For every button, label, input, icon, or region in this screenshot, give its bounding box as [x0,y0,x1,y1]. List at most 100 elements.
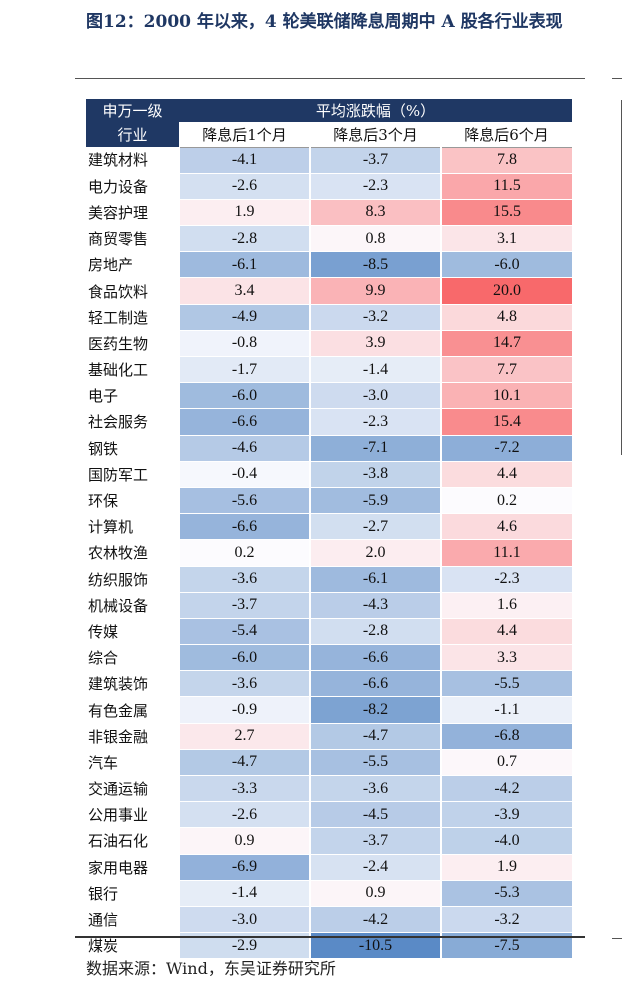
value-cell: 3.9 [309,330,441,358]
table-row: 商贸零售 -2.8 0.8 3.1 [86,225,573,253]
value-cell: -6.0 [178,382,310,410]
industry-name: 轻工制造 [86,304,180,331]
table-row: 建筑装饰 -3.6 -6.6 -5.5 [86,670,573,698]
industry-performance-table: 申万一级 行业 平均涨跌幅（%） 降息后1个月 降息后3个月 降息后6个月 建筑材料 -4.1… [86,99,573,960]
value-cell: 4.8 [439,304,573,331]
value-cell: -4.9 [178,304,310,331]
value-cell: -2.4 [309,854,441,881]
industry-name: 美容护理 [86,199,180,227]
table-row: 社会服务 -6.6 -2.3 15.4 [86,408,573,436]
table-row: 汽车 -4.7 -5.5 0.7 [86,749,573,777]
industry-name: 国防军工 [86,461,180,488]
value-cell: -6.1 [178,251,310,279]
title-rule [75,78,585,79]
table-row: 通信 -3.0 -4.2 -3.2 [86,906,573,934]
industry-name: 机械设备 [86,592,180,619]
value-cell: -6.0 [439,251,573,279]
table-row: 房地产 -6.1 -8.5 -6.0 [86,251,573,279]
value-cell: 3.1 [439,225,573,253]
value-cell: -3.7 [309,147,441,174]
value-cell: -0.4 [178,461,310,488]
industry-name: 房地产 [86,251,180,279]
value-cell: -2.3 [439,566,573,593]
value-cell: -3.7 [178,592,310,619]
value-cell: 3.3 [439,644,573,672]
value-cell: 15.5 [439,199,573,227]
value-cell: -4.6 [178,435,310,462]
table-row: 交通运输 -3.3 -3.6 -4.2 [86,775,573,803]
value-cell: -2.6 [178,801,310,829]
value-cell: 0.9 [309,880,441,907]
value-cell: -2.3 [309,173,441,200]
value-cell: 1.9 [178,199,310,227]
industry-name: 建筑装饰 [86,670,180,698]
industry-name: 非银金融 [86,723,180,750]
value-cell: -1.1 [439,696,573,724]
table-row: 机械设备 -3.7 -4.3 1.6 [86,592,573,619]
value-cell: -3.0 [309,382,441,410]
value-cell: -6.0 [178,644,310,672]
value-cell: -6.6 [178,408,310,436]
value-cell: -6.1 [309,566,441,593]
industry-name: 社会服务 [86,408,180,436]
source-note: 数据来源：Wind，东吴证券研究所 [86,959,336,978]
value-cell: -4.7 [309,723,441,750]
figure-title: 图12：2000 年以来，4 轮美联储降息周期中 A 股各行业表现 [86,12,563,32]
value-cell: 11.1 [439,539,573,567]
industry-name: 家用电器 [86,854,180,881]
industry-name: 传媒 [86,618,180,646]
value-cell: -7.1 [309,435,441,462]
industry-name: 综合 [86,644,180,672]
table-bottom-rule [75,936,585,938]
value-cell: -7.2 [439,435,573,462]
value-cell: -3.8 [309,461,441,488]
value-cell: -4.0 [439,827,573,855]
table-row: 公用事业 -2.6 -4.5 -3.9 [86,801,573,829]
industry-name: 环保 [86,487,180,515]
value-cell: 7.7 [439,356,573,384]
industry-name: 电子 [86,382,180,410]
value-cell: -1.4 [309,356,441,384]
value-cell: -5.6 [178,487,310,515]
value-cell: -6.8 [439,723,573,750]
value-cell: -2.8 [309,618,441,646]
value-cell: -0.8 [178,330,310,358]
value-cell: -4.3 [309,592,441,619]
table-row: 银行 -1.4 0.9 -5.3 [86,880,573,907]
value-cell: -3.6 [178,566,310,593]
industry-name: 计算机 [86,513,180,541]
value-cell: -5.9 [309,487,441,515]
value-cell: 4.4 [439,461,573,488]
corner-header: 申万一级 行业 [86,99,179,147]
value-cell: -6.9 [178,854,310,881]
value-cell: 0.8 [309,225,441,253]
industry-name: 纺织服饰 [86,566,180,593]
table-row: 基础化工 -1.7 -1.4 7.7 [86,356,573,384]
value-cell: -3.7 [309,827,441,855]
value-cell: 0.2 [178,539,310,567]
value-cell: 15.4 [439,408,573,436]
value-cell: -3.2 [309,304,441,331]
table-row: 计算机 -6.6 -2.7 4.6 [86,513,573,541]
value-cell: -2.3 [309,408,441,436]
value-cell: -0.9 [178,696,310,724]
industry-name: 建筑材料 [86,147,180,174]
value-cell: -6.6 [309,670,441,698]
industry-name: 食品饮料 [86,277,180,305]
table-row: 家用电器 -6.9 -2.4 1.9 [86,854,573,881]
value-cell: -3.9 [439,801,573,829]
value-cell: -4.5 [309,801,441,829]
value-cell: 10.1 [439,382,573,410]
value-cell: 3.4 [178,277,310,305]
adjacent-column-rule [612,78,622,79]
value-cell: -3.6 [309,775,441,803]
value-cell: -8.2 [309,696,441,724]
value-cell: 0.9 [178,827,310,855]
table-row: 农林牧渔 0.2 2.0 11.1 [86,539,573,567]
value-cell: 2.7 [178,723,310,750]
value-cell: -4.2 [439,775,573,803]
table-row: 电子 -6.0 -3.0 10.1 [86,382,573,410]
table-row: 食品饮料 3.4 9.9 20.0 [86,277,573,305]
industry-name: 公用事业 [86,801,180,829]
industry-name: 银行 [86,880,180,907]
